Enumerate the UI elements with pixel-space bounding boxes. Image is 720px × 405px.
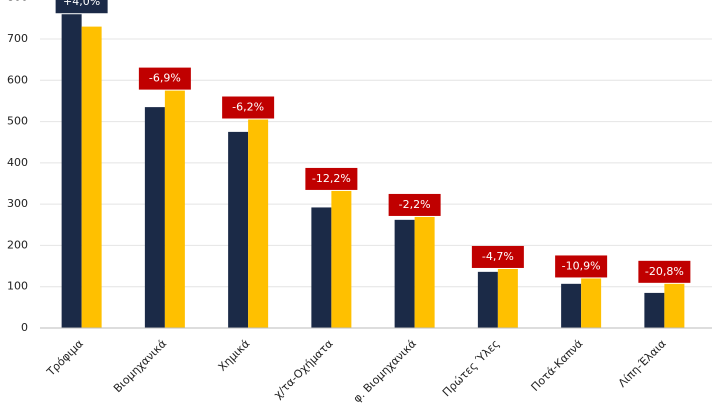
annotation-label: -4,7% xyxy=(482,250,514,263)
annotation-box xyxy=(471,245,524,268)
y-tick-label: 0 xyxy=(21,321,28,334)
x-tick-label: Τρόφιμα xyxy=(44,337,86,379)
x-tick-label: φ. Βιομηχανικά xyxy=(351,337,419,405)
x-tick-label: Πρώτες Ύλες xyxy=(440,337,502,399)
annotation-box xyxy=(555,255,608,278)
y-tick-label: 200 xyxy=(7,238,28,251)
bar xyxy=(248,119,269,328)
bar xyxy=(414,216,435,328)
annotation-label: -6,2% xyxy=(232,101,264,114)
x-tick-label: Ποτά-Καπνά xyxy=(529,337,586,394)
bar xyxy=(581,278,602,328)
bar xyxy=(228,131,249,328)
y-tick-label: 800 xyxy=(7,0,28,4)
bar xyxy=(331,190,352,328)
x-tick-label: Λίπη-Έλαια xyxy=(616,337,669,390)
y-tick-label: 400 xyxy=(7,156,28,169)
bar xyxy=(164,90,185,328)
annotation-box xyxy=(222,96,275,119)
x-tick-label: Βιομηχανικά xyxy=(111,337,169,395)
y-tick-label: 600 xyxy=(7,73,28,86)
bar xyxy=(311,207,332,328)
bar xyxy=(561,283,582,328)
annotation-label: +4,0% xyxy=(63,0,100,8)
bar xyxy=(61,14,82,328)
x-tick-label: χ/τα-Οχήματα xyxy=(271,337,335,401)
bar xyxy=(664,283,685,328)
y-tick-label: 100 xyxy=(7,280,28,293)
x-tick-label: Χημικά xyxy=(216,337,253,374)
annotation-box xyxy=(55,0,108,14)
annotation-box xyxy=(638,260,691,283)
bar xyxy=(644,292,665,328)
annotation-label: -10,9% xyxy=(562,259,601,272)
annotation-label: -2,2% xyxy=(399,198,431,211)
y-tick-label: 700 xyxy=(7,32,28,45)
annotation-box xyxy=(388,193,441,216)
bar xyxy=(144,107,165,328)
annotation-box xyxy=(138,67,191,90)
y-tick-label: 500 xyxy=(7,115,28,128)
bar xyxy=(81,26,102,328)
annotation-label: -6,9% xyxy=(149,72,181,85)
bar xyxy=(497,268,518,328)
bar xyxy=(394,219,415,328)
bar xyxy=(477,271,498,328)
y-tick-label: 300 xyxy=(7,197,28,210)
annotation-label: -12,2% xyxy=(312,172,351,185)
annotation-box xyxy=(305,167,358,190)
annotation-label: -20,8% xyxy=(645,265,684,278)
